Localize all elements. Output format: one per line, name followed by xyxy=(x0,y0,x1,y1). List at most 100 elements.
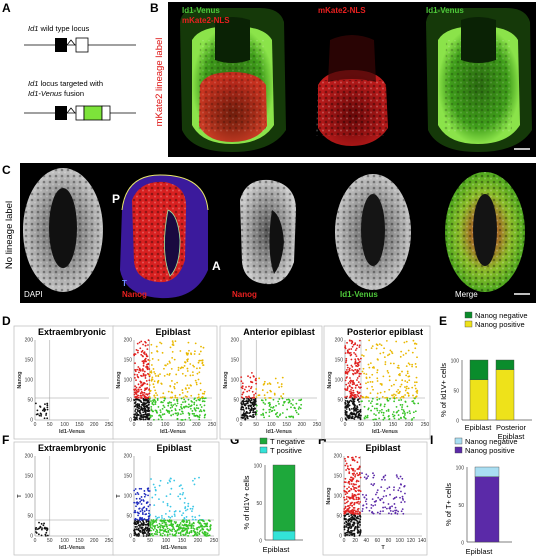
h-scatter-point xyxy=(348,518,351,521)
d-scatter-2-point xyxy=(151,401,154,404)
h-scatter-point xyxy=(356,472,358,475)
h-scatter-point xyxy=(354,515,357,518)
d-scatter-2-point xyxy=(170,367,173,370)
h-scatter-point xyxy=(368,509,371,512)
d-scatter-4-point xyxy=(344,379,347,382)
f-scatter-2-point xyxy=(141,517,143,519)
h-scatter-point xyxy=(351,459,354,462)
h-scatter-point xyxy=(343,525,346,528)
d-scatter-3-point xyxy=(240,386,243,389)
d-scatter-2-point xyxy=(176,396,178,399)
d-scatter-2-point xyxy=(150,370,153,373)
d-scatter-2-point xyxy=(138,410,141,412)
d-scatter-4-point xyxy=(415,343,418,345)
g-bars-legend-label: T positive xyxy=(270,446,302,455)
f-scatter-2-point xyxy=(190,529,193,532)
d-scatter-2-point xyxy=(139,394,142,397)
f-scatter-2-point xyxy=(135,497,138,500)
f-scatter-2-point xyxy=(133,489,136,492)
d-scatter-2-point xyxy=(190,353,193,356)
f-scatter-2-point xyxy=(192,524,195,527)
d-scatter-4-point xyxy=(401,370,403,373)
d-scatter-2-point xyxy=(193,353,196,355)
h-scatter-point xyxy=(351,515,354,518)
d-scatter-2-point xyxy=(199,409,202,411)
d-scatter-2-point xyxy=(184,401,187,403)
d-scatter-4-point xyxy=(372,388,374,391)
d-scatter-4-point xyxy=(358,403,361,406)
d-scatter-2-point xyxy=(171,350,174,353)
d-scatter-2-point xyxy=(187,403,190,406)
d-scatter-1-point xyxy=(43,410,46,413)
d-scatter-2-point xyxy=(141,360,144,363)
d-scatter-4-point xyxy=(355,365,358,367)
h-scatter-point xyxy=(348,534,351,537)
h-scatter-point xyxy=(361,493,364,496)
f-scatter-2-point xyxy=(179,522,182,524)
d-scatter-4-point xyxy=(358,368,361,370)
d-scatter-2-point xyxy=(174,403,176,406)
f-scatter-2-point xyxy=(198,514,201,517)
d-scatter-2-point xyxy=(188,387,190,389)
d-scatter-4-point xyxy=(356,370,358,373)
d-scatter-4-point xyxy=(383,356,386,359)
f-scatter-2-point xyxy=(141,513,144,516)
d-scatter-2-point xyxy=(184,405,187,408)
d-scatter-2-point xyxy=(171,406,174,408)
d-scatter-2-point xyxy=(203,414,206,417)
d-scatter-4-point xyxy=(371,381,374,383)
d-scatter-2-point xyxy=(140,340,143,343)
f-scatter-2-point xyxy=(138,518,141,520)
i-bars-bar-0 xyxy=(474,476,500,543)
d-scatter-4-point xyxy=(406,370,409,373)
d-scatter-2-point xyxy=(140,418,143,421)
h-scatter-point xyxy=(349,531,351,534)
d-scatter-3-point xyxy=(240,402,243,404)
d-scatter-3-point xyxy=(295,411,298,414)
d-scatter-2-point xyxy=(177,369,180,371)
d-scatter-4-point xyxy=(379,404,382,407)
d-scatter-4-point xyxy=(401,395,403,398)
d-scatter-2-point xyxy=(160,416,162,419)
f-scatter-2-point xyxy=(156,531,159,533)
d-scatter-4-point xyxy=(373,413,376,415)
h-scatter-point xyxy=(348,522,350,525)
h-scatter-point xyxy=(347,496,350,499)
h-scatter-point xyxy=(400,501,403,504)
h-scatter-point xyxy=(385,495,388,497)
d-scatter-4-point xyxy=(385,409,388,412)
d-scatter-4-point xyxy=(403,415,405,418)
d-scatter-2-point xyxy=(203,390,206,393)
d-scatter-2-point xyxy=(141,409,144,412)
h-scatter-point xyxy=(382,501,385,504)
h-scatter-point xyxy=(357,521,360,524)
h-scatter-point xyxy=(346,467,349,470)
d-scatter-4-point xyxy=(355,355,358,358)
h-scatter-point xyxy=(345,498,348,501)
f-scatter-2-point xyxy=(175,532,178,535)
h-scatter-point xyxy=(359,490,362,493)
h-scatter-point xyxy=(373,482,376,485)
f-scatter-2-point xyxy=(139,530,142,533)
f-scatter-2-point xyxy=(152,521,155,524)
d-scatter-3-xtick: 250 xyxy=(313,422,322,428)
d-scatter-4-point xyxy=(345,377,348,379)
d-scatter-4-point xyxy=(372,418,375,421)
d-scatter-2-point xyxy=(196,367,198,370)
d-scatter-3-point xyxy=(245,386,247,388)
h-scatter-point xyxy=(346,505,349,508)
h-scatter-point xyxy=(375,499,378,502)
b1-embryo-merge xyxy=(180,8,286,152)
d-scatter-2-point xyxy=(139,414,142,417)
h-scatter-point xyxy=(352,485,354,488)
d-scatter-3-point xyxy=(246,398,248,400)
d-scatter-4-point xyxy=(406,411,409,414)
d-scatter-3-point xyxy=(253,396,255,399)
d-scatter-2-point xyxy=(183,364,186,367)
d-scatter-4-point xyxy=(366,387,369,390)
d-scatter-2-point xyxy=(202,409,205,412)
d-scatter-4-point xyxy=(350,400,353,403)
d-scatter-2-point xyxy=(204,397,207,400)
d-scatter-2-point xyxy=(167,402,169,404)
